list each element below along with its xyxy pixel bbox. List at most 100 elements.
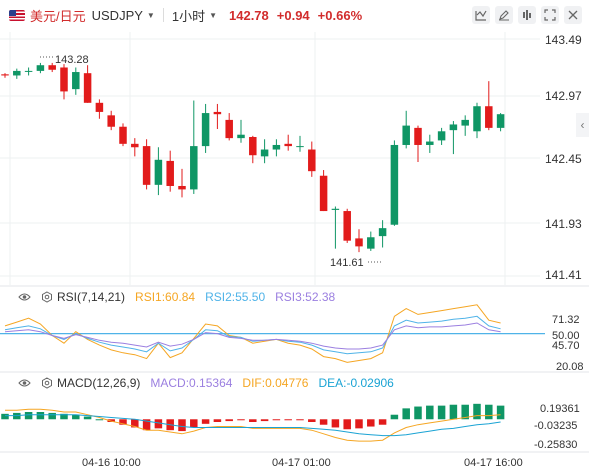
macd-tick-label: -0.03235 — [534, 420, 577, 432]
candle-body — [296, 146, 304, 148]
symbol-code[interactable]: USDJPY — [91, 7, 143, 23]
rsi-line-rsi1 — [4, 304, 501, 363]
price-tick-label: 142.97 — [545, 89, 582, 103]
macd-bar — [260, 419, 269, 422]
caret-down-icon[interactable]: ▼ — [146, 10, 155, 20]
candle-body — [190, 146, 198, 190]
candle-body — [142, 146, 151, 185]
candle-body — [237, 134, 245, 139]
candle-body — [319, 175, 328, 212]
candle-body — [249, 136, 257, 156]
rsi-line-rsi3 — [4, 322, 501, 350]
interval-selector[interactable]: 1小时 — [171, 8, 206, 24]
macd-line-dea — [5, 414, 501, 437]
macd-bar — [437, 405, 446, 420]
price-tick-label: 143.49 — [545, 33, 582, 47]
settings-icon[interactable] — [40, 290, 54, 304]
candle-body — [331, 208, 340, 210]
indicator-icon[interactable] — [518, 6, 536, 24]
macd-header: MACD(12,26,9) MACD:0.15364 DIF:0.04776 D… — [0, 375, 394, 391]
macd-bar — [107, 419, 115, 422]
candle-body — [83, 73, 92, 103]
candle-body — [355, 238, 363, 247]
macd-bar — [485, 404, 493, 420]
low-marker-label: 141.61 — [330, 257, 364, 269]
candle-body — [36, 65, 45, 71]
candle-body — [308, 149, 316, 172]
candle-body — [449, 124, 458, 131]
settings-icon[interactable] — [40, 376, 54, 390]
price-axis: 143.49 142.97 142.45 141.93 141.41 — [545, 33, 582, 282]
candles — [1, 56, 505, 263]
draw-icon[interactable] — [495, 6, 513, 24]
macd-bar — [390, 414, 399, 420]
caret-down-icon[interactable]: ▼ — [209, 10, 217, 20]
toolbar — [467, 6, 582, 24]
price-tick-label: 141.93 — [545, 217, 582, 231]
divider — [162, 8, 164, 22]
candle-body — [485, 106, 493, 128]
price-tick-label: 142.45 — [545, 152, 582, 166]
candle-body — [343, 211, 351, 241]
macd-bar — [178, 419, 186, 432]
candle-body — [131, 143, 139, 148]
candle-body — [260, 149, 269, 157]
candle-body — [437, 131, 446, 141]
rsi-tick-label: 45.70 — [552, 340, 580, 352]
macd-bar — [378, 419, 387, 425]
macd-bar — [496, 405, 505, 420]
visibility-icon[interactable] — [17, 290, 31, 304]
candle-body — [166, 160, 174, 186]
candle-body — [390, 144, 399, 225]
visibility-icon[interactable] — [17, 376, 31, 390]
macd-bar — [190, 419, 198, 428]
rsi-title: RSI(7,14,21) — [57, 290, 126, 304]
candle-body — [213, 111, 222, 115]
fullscreen-icon[interactable] — [541, 6, 559, 24]
high-marker-label: 143.28 — [55, 54, 89, 66]
candle-body — [13, 70, 21, 76]
candle-body — [95, 102, 104, 112]
candle-body — [48, 65, 56, 70]
macd-bar — [402, 408, 410, 420]
macd-bar — [249, 419, 257, 422]
candle-body — [284, 143, 292, 147]
macd-bar — [213, 419, 222, 422]
candle-body — [107, 115, 115, 127]
macd-axis: 0.19361 -0.03235 -0.25830 — [534, 403, 580, 451]
chart-header: 美元/日元 USDJPY ▼ 1小时 ▼ 142.78 +0.94 +0.66% — [0, 0, 589, 30]
price-tick-label: 141.41 — [545, 268, 582, 282]
macd-bar — [166, 419, 174, 431]
macd-plot — [1, 403, 505, 442]
candle-type-icon[interactable] — [472, 6, 490, 24]
macd-bar — [331, 419, 340, 428]
macd-bar — [272, 419, 281, 421]
macd-bar — [284, 419, 292, 421]
candle-body — [154, 159, 163, 185]
symbol-name[interactable]: 美元/日元 — [30, 8, 86, 24]
rsi-tick-label: 20.08 — [556, 361, 584, 373]
rsi-line-rsi2 — [4, 315, 501, 355]
price-change-percent: +0.66% — [317, 7, 363, 23]
macd-bar — [237, 419, 245, 421]
candle-body — [402, 125, 410, 145]
macd-tick-label: -0.25830 — [534, 439, 577, 451]
macd-bar — [426, 405, 434, 420]
macd-bar — [24, 412, 33, 420]
candle-body — [119, 126, 127, 144]
rsi1-value: RSI1:60.84 — [135, 290, 196, 304]
macd-bar — [60, 413, 68, 420]
macd-bar — [296, 419, 304, 421]
rsi-tick-label: 50.00 — [552, 330, 580, 342]
candle-body — [473, 106, 481, 132]
candle-body — [272, 144, 281, 150]
close-icon[interactable] — [564, 6, 582, 24]
chevron-left-icon[interactable]: ‹ — [576, 113, 589, 137]
macd-bar — [36, 412, 45, 420]
macd-bar — [473, 403, 481, 420]
candle-body — [426, 141, 434, 145]
macd-bar — [48, 412, 56, 420]
macd-bar — [131, 419, 139, 428]
macd-tick-label: 0.19361 — [540, 403, 580, 415]
